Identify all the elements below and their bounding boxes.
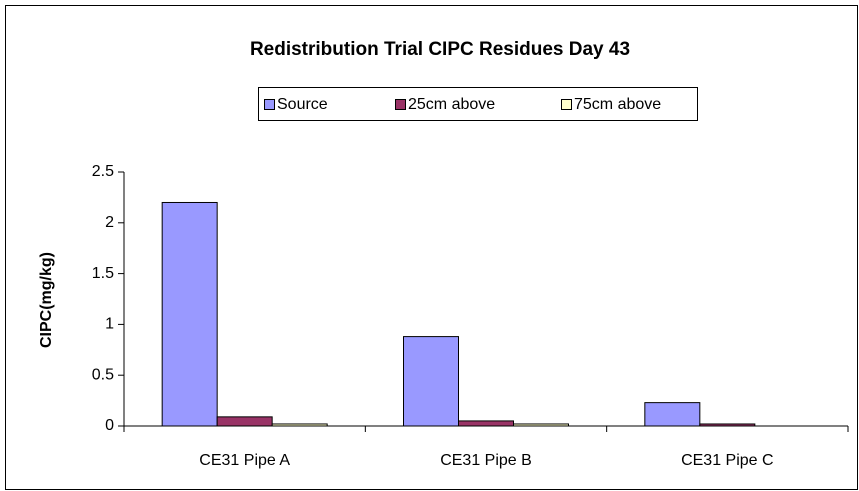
bar xyxy=(644,402,701,427)
x-tick-label: CE31 Pipe A xyxy=(199,452,290,469)
legend-label: Source xyxy=(277,96,328,113)
y-axis-label: CIPC(mg/kg) xyxy=(38,252,55,348)
bar xyxy=(458,420,514,427)
y-tick-label: 1 xyxy=(105,316,114,333)
y-tick-label: 2 xyxy=(105,214,114,231)
legend-label: 25cm above xyxy=(408,96,495,113)
legend-swatch xyxy=(264,99,275,110)
legend-swatch xyxy=(561,99,572,110)
y-tick-label: 0.5 xyxy=(92,366,114,383)
bar xyxy=(403,336,459,427)
x-tick-label: CE31 Pipe B xyxy=(440,452,532,469)
legend-swatch xyxy=(395,99,406,110)
chart-title: Redistribution Trial CIPC Residues Day 4… xyxy=(250,39,630,60)
bar xyxy=(161,201,218,427)
legend-label: 75cm above xyxy=(574,96,661,113)
legend-box xyxy=(258,87,698,121)
y-tick-label: 2.5 xyxy=(92,163,114,180)
x-tick-label: CE31 Pipe C xyxy=(681,452,774,469)
y-tick-label: 1.5 xyxy=(92,265,114,282)
y-tick-label: 0 xyxy=(105,417,114,434)
bar xyxy=(216,416,273,427)
